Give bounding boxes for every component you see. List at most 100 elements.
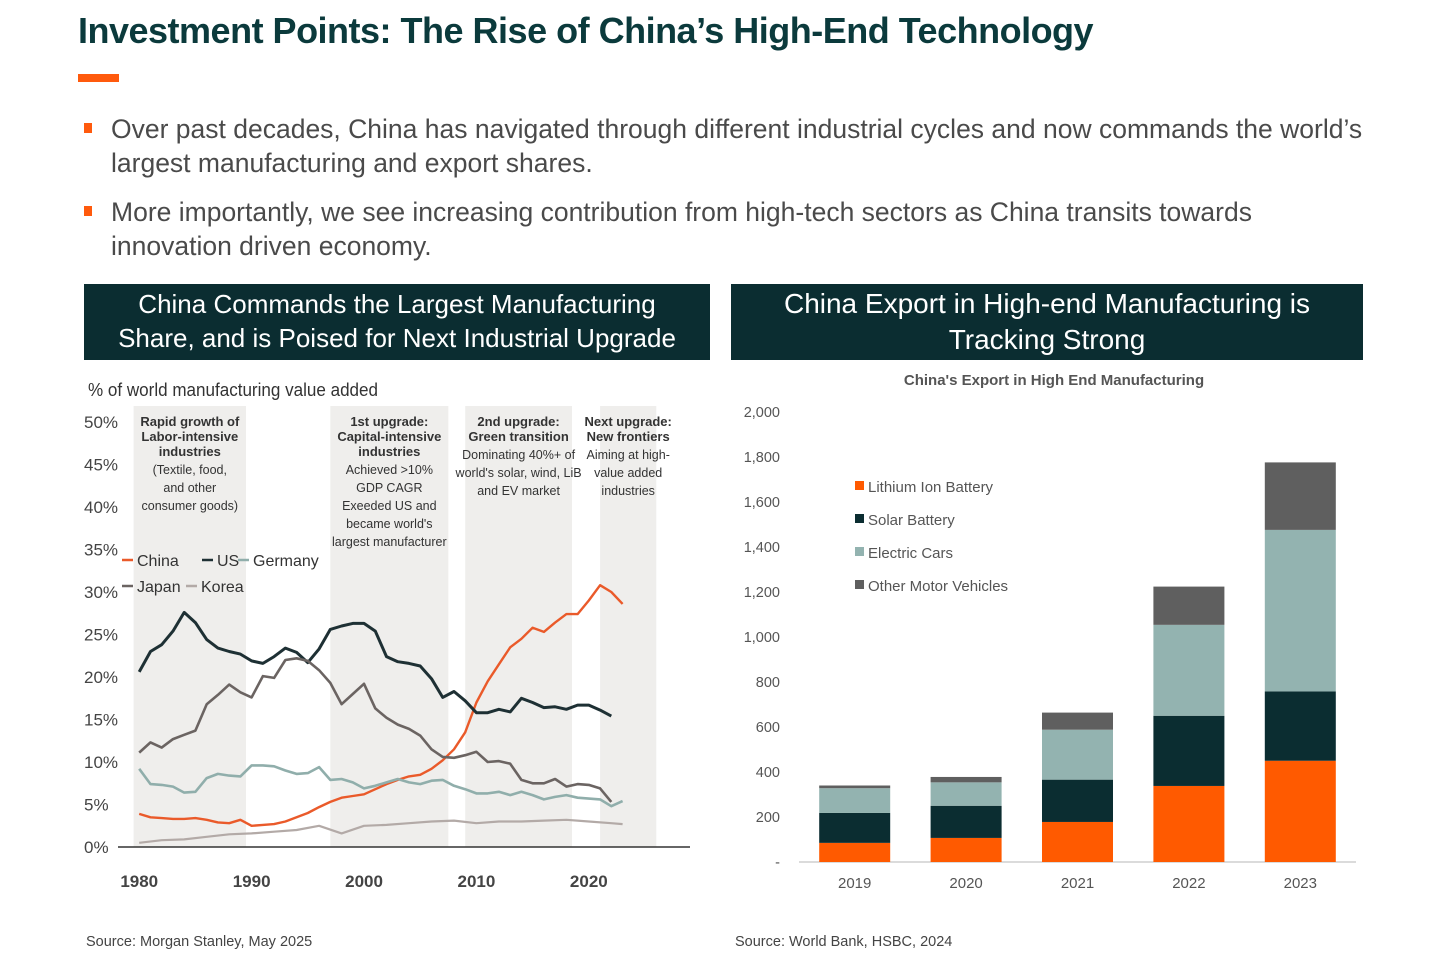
phase-note: became world's xyxy=(346,517,432,531)
bullet-text: Over past decades, China has navigated t… xyxy=(111,114,1363,178)
legend-swatch xyxy=(855,580,864,589)
x-tick-label: 2010 xyxy=(458,872,496,891)
bar-segment xyxy=(1153,586,1225,625)
bar-segment xyxy=(1153,785,1225,862)
bar-segment xyxy=(930,776,1002,783)
right-source-note: Source: World Bank, HSBC, 2024 xyxy=(735,934,953,950)
phase-note: Dominating 40%+ of xyxy=(462,448,575,462)
x-tick-label: 2022 xyxy=(1172,875,1205,892)
bar-segment xyxy=(1264,760,1336,862)
series-line-germany xyxy=(138,764,624,808)
bullet-item: Over past decades, China has navigated t… xyxy=(84,112,1374,180)
export-stacked-bar-chart: China's Export in High End Manufacturing… xyxy=(744,372,1356,892)
legend-label: Solar Battery xyxy=(868,512,955,529)
bar-segment xyxy=(819,785,891,789)
y-tick-label: - xyxy=(775,855,780,871)
left-panel-header-line: China Commands the Largest Manufacturing xyxy=(138,289,656,319)
y-tick-label: 200 xyxy=(756,810,780,826)
bar-segment xyxy=(819,842,891,862)
phase-note: Achieved >10% xyxy=(346,463,433,477)
y-tick-label: 30% xyxy=(84,583,118,602)
bar-segment xyxy=(819,812,891,843)
phase-heading: New frontiers xyxy=(587,429,670,444)
phase-note: Aiming at high- xyxy=(586,448,669,462)
phase-note: consumer goods) xyxy=(142,499,239,513)
right-panel-header-line: China Export in High-end Manufacturing i… xyxy=(783,288,1311,319)
phase-band xyxy=(465,406,572,847)
bar-segment xyxy=(1042,712,1113,730)
x-tick-label: 1980 xyxy=(120,872,158,891)
y-tick-label: 1,800 xyxy=(744,450,780,466)
bar-segment xyxy=(1264,462,1336,530)
phase-heading: Capital-intensive xyxy=(337,429,441,444)
y-tick-label: 1,200 xyxy=(744,585,780,601)
legend-label: Lithium Ion Battery xyxy=(868,479,994,496)
bar-segment xyxy=(930,805,1002,838)
legend-label: Germany xyxy=(253,553,319,570)
phase-heading: 1st upgrade: xyxy=(350,414,428,429)
x-tick-label: 1990 xyxy=(233,872,271,891)
phase-band xyxy=(133,406,247,847)
y-axis-title: % of world manufacturing value added xyxy=(88,380,378,400)
phase-heading: Next upgrade: xyxy=(584,414,671,429)
manufacturing-share-line-chart: % of world manufacturing value added Rapi… xyxy=(84,380,690,891)
bar-segment xyxy=(1042,779,1113,822)
y-tick-label: 35% xyxy=(84,541,118,560)
phase-heading: Rapid growth of xyxy=(140,414,240,429)
phase-heading: industries xyxy=(358,444,420,459)
legend-label: Korea xyxy=(201,579,244,596)
bullet-list: Over past decades, China has navigated t… xyxy=(84,112,1374,278)
series-line-korea xyxy=(139,818,623,844)
legend-label: China xyxy=(137,553,179,570)
y-tick-label: 40% xyxy=(84,498,118,517)
phase-note: (Textile, food, xyxy=(153,463,227,477)
phase-note: GDP CAGR xyxy=(356,481,422,495)
series-line-us xyxy=(137,610,613,718)
series-line-china xyxy=(138,583,624,827)
legend-label: Other Motor Vehicles xyxy=(868,578,1008,595)
y-tick-label: 2,000 xyxy=(744,405,780,421)
x-tick-label: 2023 xyxy=(1284,875,1317,892)
left-panel-header-line: Share, and is Poised for Next Industrial… xyxy=(118,323,676,353)
phase-heading: 2nd upgrade: xyxy=(477,414,559,429)
y-tick-label: 1,400 xyxy=(744,540,780,556)
y-tick-label: 5% xyxy=(84,796,109,815)
phase-heading: industries xyxy=(159,444,221,459)
legend-swatch xyxy=(855,481,864,490)
chart-title: China's Export in High End Manufacturing xyxy=(904,372,1204,389)
legend-label: Electric Cars xyxy=(868,545,953,562)
phase-band xyxy=(600,406,657,847)
legend-swatch xyxy=(855,547,864,556)
bar-segment xyxy=(1042,729,1113,780)
y-tick-label: 10% xyxy=(84,753,118,772)
legend-label: US xyxy=(217,553,239,570)
legend-swatch xyxy=(855,514,864,523)
x-tick-label: 2000 xyxy=(345,872,383,891)
x-tick-label: 2021 xyxy=(1061,875,1094,892)
y-tick-label: 1,600 xyxy=(744,495,780,511)
y-tick-label: 1,000 xyxy=(744,630,780,646)
phase-note: largest manufacturer xyxy=(332,535,447,549)
phase-note: industries xyxy=(601,484,655,498)
x-tick-label: 2020 xyxy=(570,872,608,891)
y-tick-label: 45% xyxy=(84,456,118,475)
phase-note: world's solar, wind, LiB xyxy=(455,466,582,480)
bar-segment xyxy=(930,837,1002,862)
left-source-note: Source: Morgan Stanley, May 2025 xyxy=(86,934,313,950)
bullet-item: More importantly, we see increasing cont… xyxy=(84,195,1374,263)
bar-segment xyxy=(1153,715,1225,786)
y-tick-label: 400 xyxy=(756,765,780,781)
bullet-square-icon xyxy=(84,123,92,133)
series-line-japan xyxy=(138,656,613,803)
bar-segment xyxy=(1153,624,1225,716)
y-tick-label: 15% xyxy=(84,711,118,730)
y-tick-label: 600 xyxy=(756,720,780,736)
right-panel-header-line: Tracking Strong xyxy=(948,324,1146,355)
phase-heading: Green transition xyxy=(468,429,568,444)
phase-note: Exeeded US and xyxy=(342,499,437,513)
phase-band xyxy=(330,406,449,847)
phase-note: and EV market xyxy=(477,484,560,498)
bar-segment xyxy=(1264,691,1336,761)
phase-note: value added xyxy=(594,466,662,480)
y-tick-label: 20% xyxy=(84,668,118,687)
